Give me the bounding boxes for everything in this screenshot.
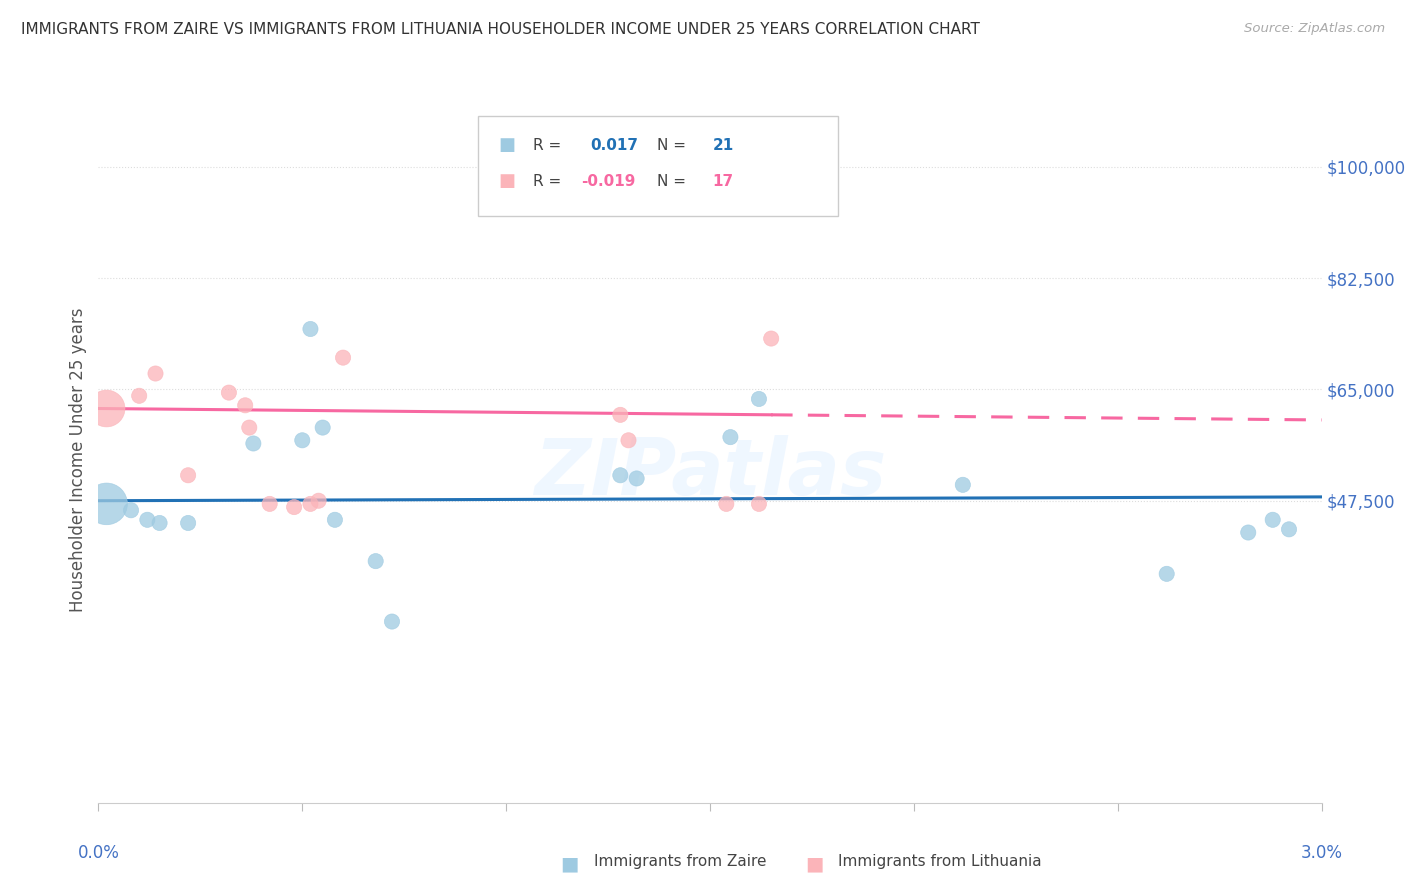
Point: [1156, 566, 1178, 581]
Text: 0.0%: 0.0%: [77, 844, 120, 863]
Point: [218, 385, 240, 400]
Text: N =: N =: [658, 174, 692, 189]
Text: 17: 17: [713, 174, 734, 189]
Text: Source: ZipAtlas.com: Source: ZipAtlas.com: [1244, 22, 1385, 36]
Point: [311, 420, 335, 434]
Point: [617, 434, 640, 448]
Text: ■: ■: [498, 172, 516, 190]
Text: R =: R =: [533, 174, 565, 189]
Point: [238, 420, 260, 434]
Text: Immigrants from Zaire: Immigrants from Zaire: [593, 855, 766, 870]
Point: [299, 322, 322, 336]
Point: [748, 497, 770, 511]
Point: [308, 493, 330, 508]
Point: [748, 392, 770, 406]
Text: 3.0%: 3.0%: [1301, 844, 1343, 863]
Point: [136, 513, 159, 527]
Point: [718, 430, 742, 444]
Point: [364, 554, 387, 568]
Point: [716, 497, 738, 511]
Text: ■: ■: [560, 855, 578, 873]
Point: [1261, 513, 1284, 527]
Point: [1237, 525, 1260, 540]
Text: 0.017: 0.017: [591, 138, 638, 153]
Point: [242, 436, 264, 450]
Point: [233, 398, 256, 412]
Point: [120, 503, 142, 517]
Text: -0.019: -0.019: [582, 174, 636, 189]
Text: 21: 21: [713, 138, 734, 153]
Text: ■: ■: [804, 855, 823, 873]
Point: [323, 513, 346, 527]
Text: ■: ■: [498, 136, 516, 154]
Point: [145, 367, 167, 381]
Point: [1278, 522, 1301, 536]
Point: [609, 408, 631, 422]
Point: [177, 468, 200, 483]
Text: ZIPatlas: ZIPatlas: [534, 435, 886, 511]
Point: [759, 332, 782, 346]
Point: [259, 497, 281, 511]
Point: [609, 468, 631, 483]
Point: [299, 497, 322, 511]
Point: [149, 516, 172, 530]
Point: [952, 478, 974, 492]
FancyBboxPatch shape: [478, 116, 838, 216]
Point: [283, 500, 305, 514]
Text: Immigrants from Lithuania: Immigrants from Lithuania: [838, 855, 1042, 870]
Point: [128, 389, 150, 403]
Point: [96, 401, 118, 416]
Point: [96, 497, 118, 511]
Point: [291, 434, 314, 448]
Point: [177, 516, 200, 530]
Text: N =: N =: [658, 138, 692, 153]
Point: [381, 615, 404, 629]
Text: IMMIGRANTS FROM ZAIRE VS IMMIGRANTS FROM LITHUANIA HOUSEHOLDER INCOME UNDER 25 Y: IMMIGRANTS FROM ZAIRE VS IMMIGRANTS FROM…: [21, 22, 980, 37]
Point: [332, 351, 354, 365]
Text: R =: R =: [533, 138, 565, 153]
Y-axis label: Householder Income Under 25 years: Householder Income Under 25 years: [69, 307, 87, 612]
Point: [626, 471, 648, 485]
